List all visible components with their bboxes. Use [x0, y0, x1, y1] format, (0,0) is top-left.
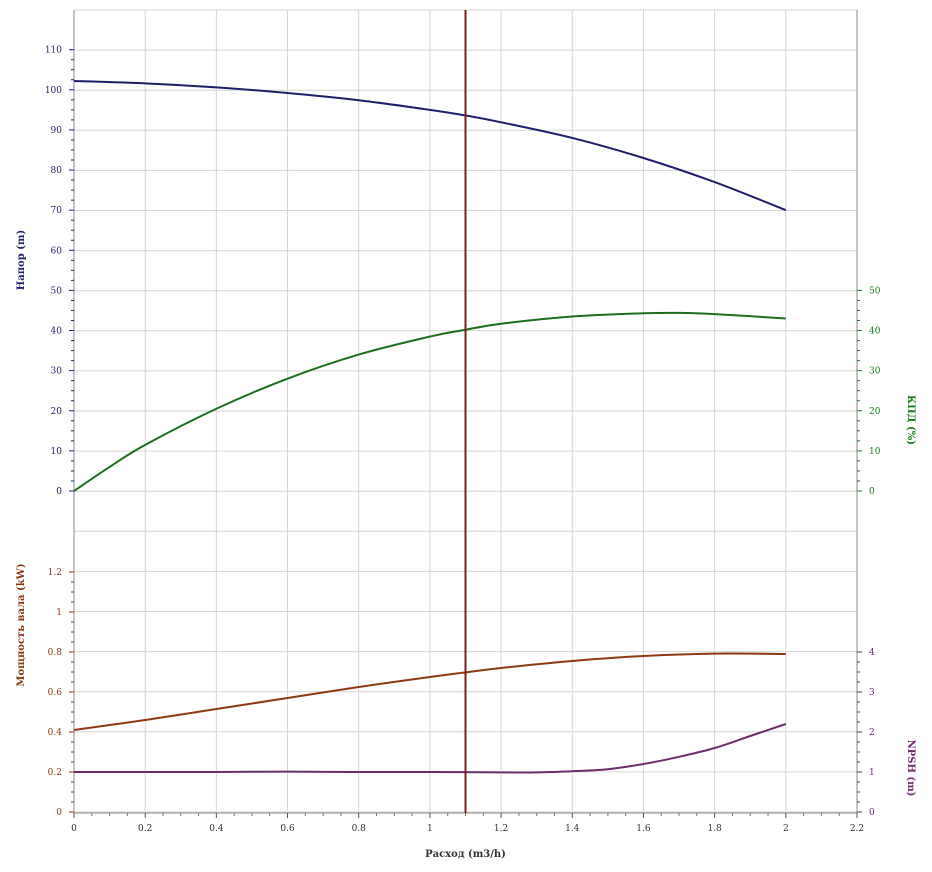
- head-tick-label: 50: [51, 286, 63, 296]
- npsh-tick-label: 3: [869, 688, 875, 698]
- head-tick-label: 110: [45, 46, 62, 56]
- power-tick-label: 0: [56, 808, 62, 818]
- x-tick-label: 0.4: [209, 824, 224, 834]
- head-tick-label: 80: [51, 166, 63, 176]
- npsh-tick-label: 1: [869, 768, 875, 778]
- efficiency-axis-title: КПД (%): [905, 395, 916, 445]
- power-curve: [73, 652, 786, 731]
- x-tick-label: 1.8: [707, 824, 722, 834]
- series-layer: [73, 79, 787, 774]
- power-axis-title: Мощность вала (kW): [16, 563, 27, 686]
- head-tick-label: 40: [51, 327, 63, 337]
- x-tick-label: 0.6: [280, 824, 295, 834]
- x-tick-label: 1.4: [565, 824, 580, 834]
- x-tick-label: 0: [71, 824, 77, 834]
- efficiency-curve: [73, 311, 786, 492]
- x-tick-label: 0.2: [138, 824, 152, 834]
- axis-ticks: 0 0.2 0.4 0.6 0.8 1 1.2 1.4 1.6 1.8 2 2.20102030405…: [45, 46, 881, 834]
- head-tick-label: 100: [45, 86, 62, 96]
- x-tick-label: 2.2: [850, 824, 864, 834]
- x-axis-title: Расход (m3/h): [425, 849, 506, 860]
- head-tick-label: 90: [51, 126, 63, 136]
- power-tick-label: 0.4: [48, 728, 63, 738]
- head-axis-title: Напор (m): [16, 230, 27, 290]
- efficiency-tick-label: 0: [869, 487, 875, 497]
- head-tick-label: 20: [51, 407, 63, 417]
- npsh-axis-title: NPSH (m): [905, 740, 916, 797]
- npsh-curve: [74, 723, 787, 774]
- x-tick-label: 1.6: [636, 824, 651, 834]
- npsh-tick-label: 4: [869, 648, 875, 658]
- x-tick-label: 1: [427, 824, 433, 834]
- head-tick-label: 30: [51, 367, 63, 377]
- head-tick-label: 60: [51, 246, 63, 256]
- npsh-tick-label: 2: [869, 728, 875, 738]
- npsh-tick-label: 0: [869, 808, 875, 818]
- efficiency-tick-label: 30: [869, 367, 881, 377]
- power-tick-label: 0.2: [48, 768, 62, 778]
- efficiency-tick-label: 50: [869, 286, 881, 296]
- power-tick-label: 0.6: [48, 688, 63, 698]
- efficiency-tick-label: 10: [869, 447, 881, 457]
- x-tick-label: 1.2: [494, 824, 508, 834]
- x-tick-label: 2: [783, 824, 789, 834]
- head-tick-label: 10: [51, 447, 63, 457]
- x-tick-label: 0.8: [352, 824, 367, 834]
- power-tick-label: 1: [56, 608, 62, 618]
- head-tick-label: 0: [56, 487, 62, 497]
- efficiency-tick-label: 20: [869, 407, 881, 417]
- axis-titles-layer: Расход (m3/h) Напор (m) Мощность вала (kW)…: [16, 230, 916, 860]
- power-tick-label: 0.8: [48, 648, 63, 658]
- efficiency-tick-label: 40: [869, 327, 881, 337]
- power-tick-label: 1.2: [48, 568, 62, 578]
- head-curve: [73, 79, 787, 212]
- head-tick-label: 70: [51, 206, 63, 216]
